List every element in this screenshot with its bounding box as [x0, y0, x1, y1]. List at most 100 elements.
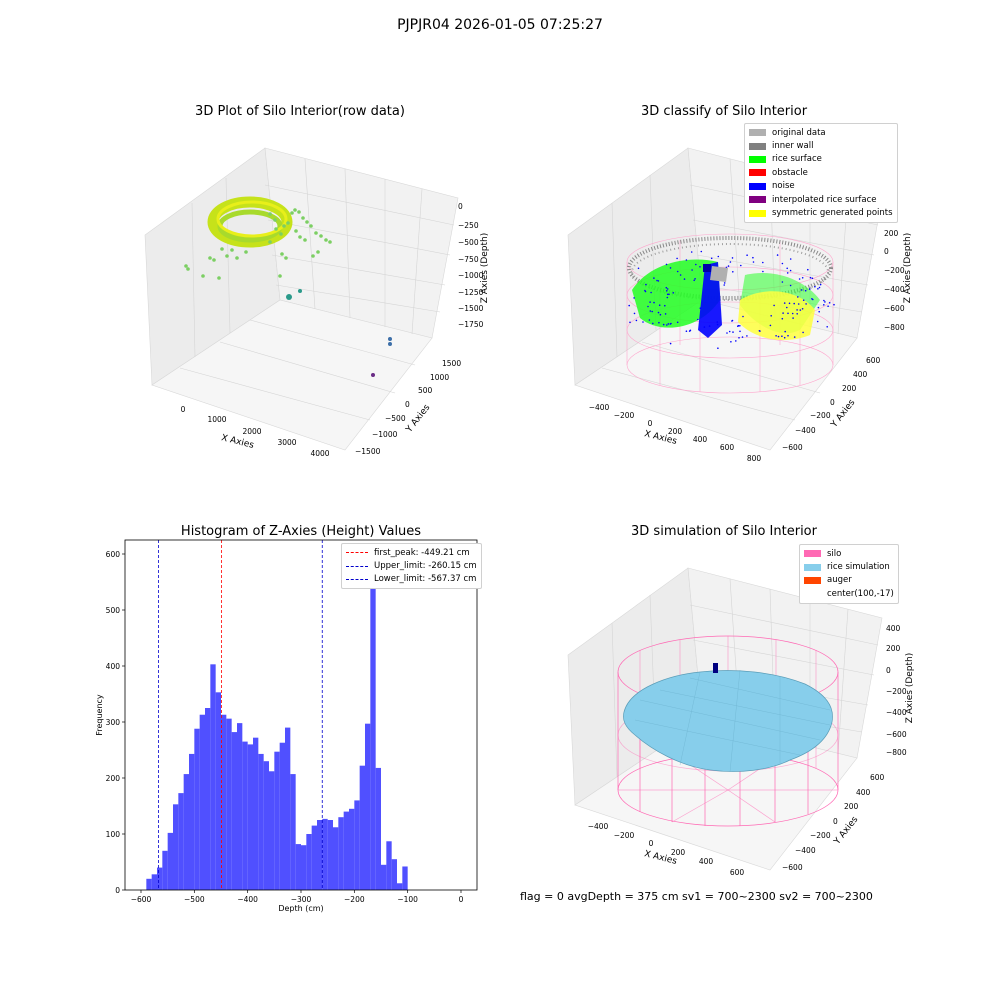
p1-point [293, 208, 297, 212]
p2-ztick: 200 [884, 229, 899, 238]
p1-point [186, 267, 190, 271]
histogram-bar [359, 765, 365, 890]
hist-ytick-label: 400 [106, 662, 121, 671]
p4-ztick: −200 [886, 687, 907, 696]
hist-ytick-label: 600 [106, 550, 121, 559]
hist-legend: first_peak: -449.21 cm Upper_limit: -260… [341, 543, 482, 590]
p2-legend: original data inner wall rice surface ob… [744, 123, 898, 223]
p2-noise-point [797, 296, 799, 298]
p2-noise-point [746, 254, 748, 256]
p2-zlabel: Z Axies (Depth) [903, 233, 913, 304]
panel1-title: 3D Plot of Silo Interior(row data) [195, 104, 405, 119]
p2-noise-point [824, 301, 826, 303]
p2-noise-point [762, 261, 764, 264]
p2-noise-point [676, 270, 679, 273]
p4-ytick: 600 [870, 773, 885, 782]
histogram-bar [397, 883, 403, 890]
p2-noise-point [826, 326, 828, 328]
histogram-bar [231, 732, 237, 890]
p2-noise-point [817, 288, 819, 290]
p2-noise-point [645, 283, 647, 286]
histogram-bar [199, 714, 205, 890]
histogram-bar [157, 867, 163, 890]
histogram-bar [322, 818, 328, 890]
histogram-bar [279, 742, 285, 890]
p2-noise-point [791, 312, 794, 315]
p2-noise-point [703, 326, 706, 328]
p4-ztick: 400 [886, 624, 901, 633]
histogram-bar [311, 825, 317, 890]
p2-noise-point [762, 270, 764, 273]
p2-noise-point [629, 321, 631, 324]
p2-noise-point [735, 340, 737, 342]
histogram-bar [290, 774, 296, 890]
p2-noise-point [789, 258, 792, 260]
p2-noise-point [694, 278, 696, 280]
p2-noise-point [726, 332, 728, 334]
p1-point [201, 274, 205, 278]
histogram-bar [343, 811, 349, 890]
p4-xtick: 600 [730, 868, 745, 877]
p2-legend-item: symmetric generated points [749, 206, 893, 219]
p2-ytick: −400 [795, 426, 816, 435]
p2-noise-point [781, 262, 784, 265]
p2-legend-item: inner wall [749, 139, 893, 152]
p1-point [278, 274, 282, 278]
p2-noise-point [670, 322, 672, 325]
p1-point [244, 250, 248, 254]
p2-noise-point [649, 310, 652, 312]
p1-point [309, 224, 313, 228]
p1-ztick: −500 [458, 238, 479, 247]
p2-noise-point [730, 341, 732, 343]
histogram-bar [247, 744, 253, 890]
p1-point [328, 240, 332, 244]
p4-xtick: −200 [614, 831, 635, 840]
p2-ztick: 0 [884, 247, 889, 256]
p2-noise-point [783, 336, 786, 339]
p2-noise-point [782, 312, 784, 314]
histogram-bar [375, 767, 381, 890]
p4-legend-item: auger [804, 574, 894, 587]
p2-noise-point [801, 308, 804, 310]
histogram-bar [402, 866, 408, 890]
p2-noise-point [664, 304, 666, 307]
p1-ztick: −1000 [458, 271, 484, 280]
p2-noise-point [819, 283, 822, 286]
p4-xtick: 0 [649, 839, 654, 848]
p2-noise-point [668, 293, 670, 296]
p2-ytick: 0 [830, 398, 835, 407]
p4-ztick: −400 [886, 708, 907, 717]
p1-point [305, 220, 309, 224]
histogram-bar [285, 727, 291, 890]
p2-noise-point [777, 335, 780, 338]
p1-point [279, 232, 283, 236]
p2-noise-point [693, 279, 695, 282]
panel4-title: 3D simulation of Silo Interior [631, 524, 817, 539]
p2-legend-item: original data [749, 126, 893, 139]
p2-noise-point [653, 301, 655, 304]
p2-noise-point [665, 263, 668, 266]
p1-point [388, 337, 392, 341]
histogram-bar [295, 844, 301, 890]
p2-noise-point [690, 251, 693, 253]
histogram-bar [221, 714, 227, 890]
hist-xtick-label: −300 [291, 895, 312, 904]
p2-noise-point [811, 298, 813, 300]
p2-noise-point [723, 282, 726, 284]
p2-ztick: −600 [884, 304, 905, 313]
hist-xtick-label: 0 [459, 895, 464, 904]
p1-ztick: −1500 [458, 304, 484, 313]
p2-noise-point [793, 302, 795, 305]
p1-point [208, 256, 212, 260]
p2-noise-point [723, 284, 725, 286]
p2-noise-point [802, 299, 805, 302]
p2-noise-point [699, 307, 702, 310]
hist-ytick-label: 200 [106, 774, 121, 783]
p1-point [324, 238, 328, 242]
hist-legend-item: Upper_limit: -260.15 cm [346, 559, 477, 572]
p2-noise-point [781, 317, 784, 320]
p2-noise-point [816, 320, 819, 323]
p2-noise-point [827, 305, 829, 308]
p1-ztick: −1250 [458, 288, 484, 297]
